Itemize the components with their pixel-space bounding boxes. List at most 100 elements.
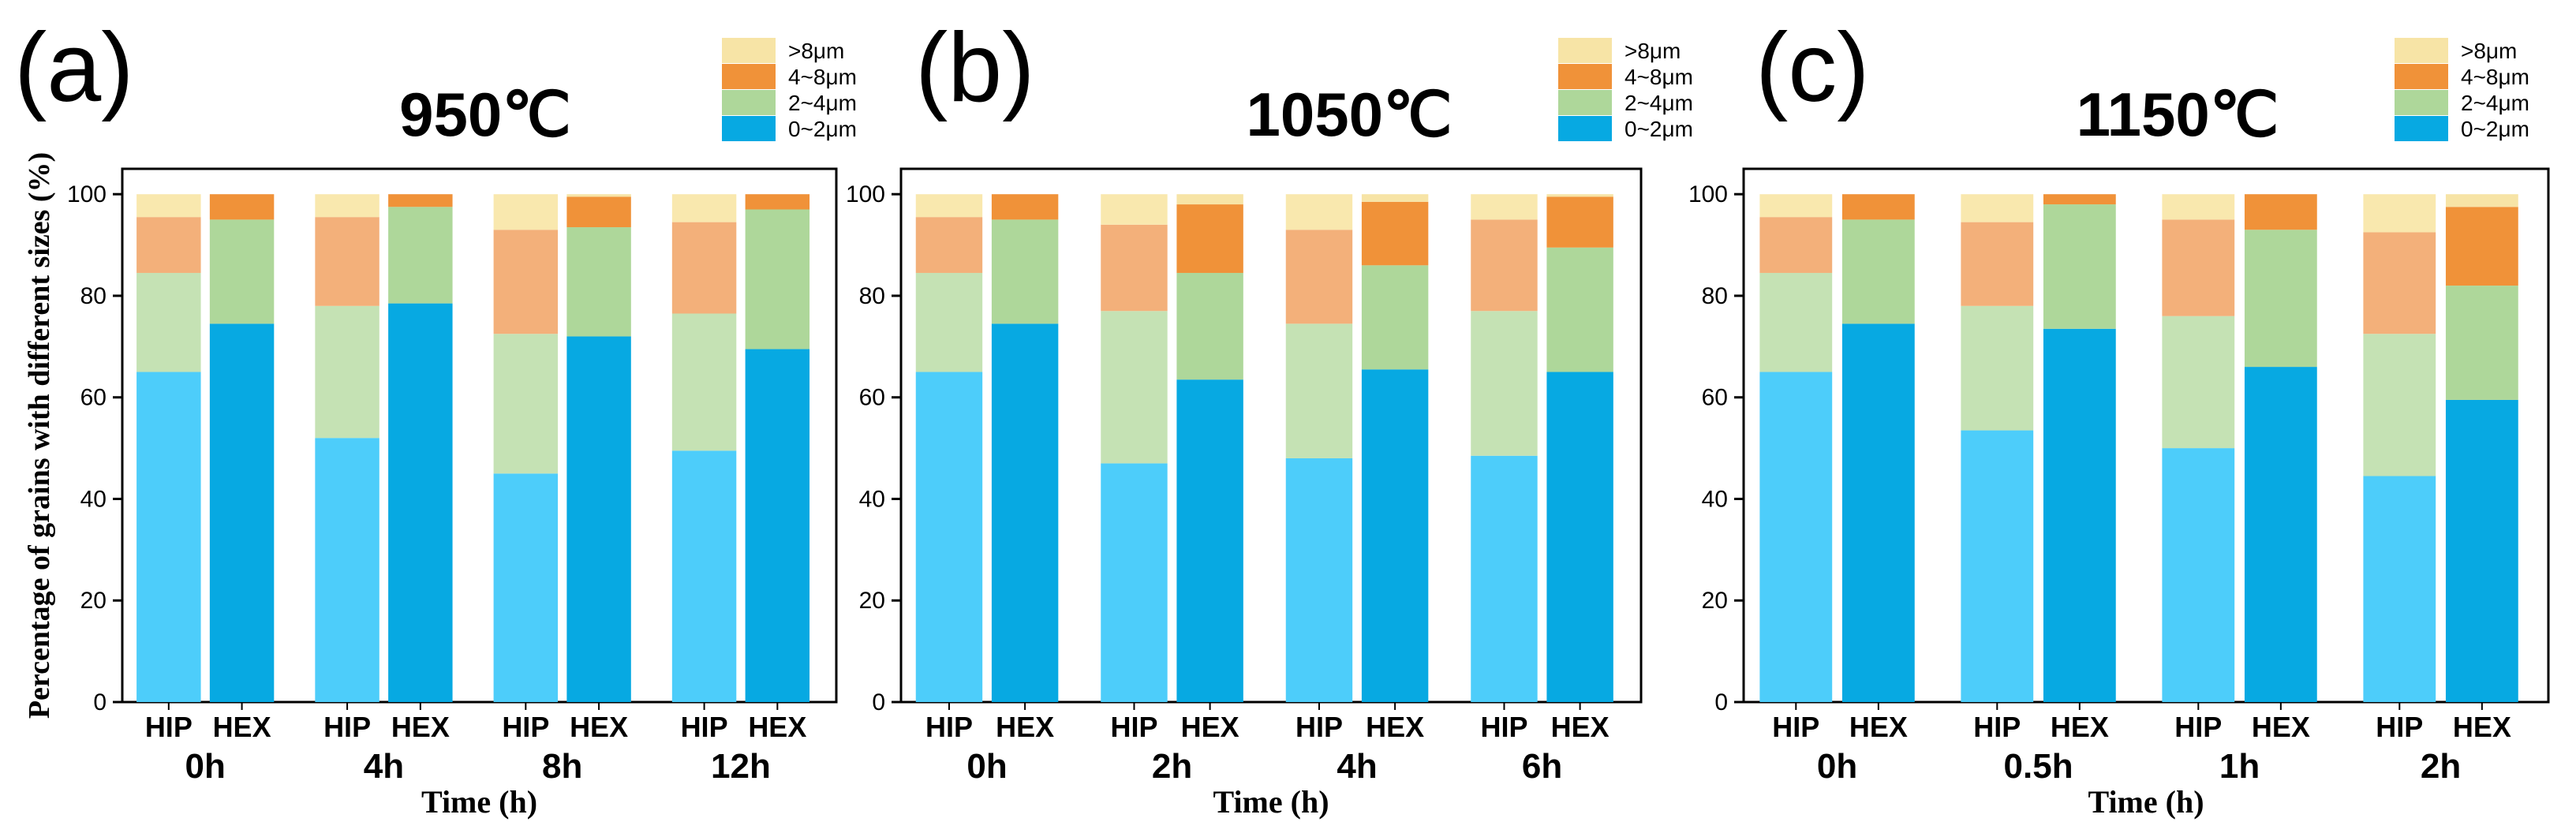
legend-label: >8μm xyxy=(2461,39,2517,63)
legend-label: 4~8μm xyxy=(2461,65,2529,89)
bar-segment xyxy=(209,219,275,324)
legend-swatch xyxy=(1558,116,1612,141)
bar-category-label: HEX xyxy=(1551,711,1610,743)
bar-category-label: HIP xyxy=(2376,711,2423,743)
y-tick-label: 40 xyxy=(1702,486,1728,512)
bar-category-label: HEX xyxy=(2453,711,2511,743)
x-axis-label: Time (h) xyxy=(1213,784,1329,820)
legend-swatch xyxy=(1558,90,1612,115)
bar-category-label: HEX xyxy=(213,711,271,743)
bar-segment xyxy=(1759,194,1833,218)
group-time-label: 6h xyxy=(1522,747,1562,786)
y-tick-label: 80 xyxy=(80,283,107,309)
bar-segment xyxy=(2244,194,2317,230)
legend-swatch xyxy=(1558,64,1612,89)
plot-frame xyxy=(121,167,838,704)
bar-category-label: HEX xyxy=(748,711,806,743)
group-time-label: 0h xyxy=(1817,747,1857,786)
chart-title: 1150℃ xyxy=(2077,80,2279,149)
bar-segment xyxy=(315,217,379,306)
y-tick-label: 60 xyxy=(1702,385,1728,411)
bar-category-label: HEX xyxy=(1366,711,1424,743)
y-tick-label: 100 xyxy=(846,181,885,207)
group-time-label: 4h xyxy=(1337,747,1377,786)
bar-category-label: HEX xyxy=(570,711,628,743)
bar-segment xyxy=(1101,194,1168,225)
bar-category-label: HEX xyxy=(2252,711,2310,743)
x-axis-label: Time (h) xyxy=(421,784,537,820)
y-tick-label: 0 xyxy=(1714,689,1728,715)
bar-segment xyxy=(1471,311,1538,456)
legend-label: 4~8μm xyxy=(1624,65,1693,89)
bar-segment xyxy=(2043,204,2116,329)
bar-segment xyxy=(2162,219,2235,316)
bar-category-label: HEX xyxy=(391,711,450,743)
y-axis-label: Percentage of grains with different size… xyxy=(23,152,56,719)
chart-title: 950℃ xyxy=(399,80,571,149)
plot-frame xyxy=(899,167,1643,704)
bar-segment xyxy=(2043,328,2116,702)
y-tick-label: 60 xyxy=(859,385,885,411)
bar-segment xyxy=(915,272,983,372)
bar-segment xyxy=(991,219,1059,324)
bar-segment xyxy=(1361,265,1429,370)
bar-segment xyxy=(1101,224,1168,312)
chart-title: 1050℃ xyxy=(1246,80,1452,149)
y-tick-label: 0 xyxy=(93,689,107,715)
bar-segment xyxy=(1961,194,2034,222)
bar-segment xyxy=(2363,476,2436,702)
bar-segment xyxy=(1101,463,1168,702)
y-tick-label: 80 xyxy=(1702,283,1728,309)
bar-segment xyxy=(136,194,201,218)
bar-segment xyxy=(1546,196,1613,248)
x-axis-label: Time (h) xyxy=(2088,784,2204,820)
legend-swatch xyxy=(722,38,776,63)
plot-frame xyxy=(1742,167,2550,704)
bar-segment xyxy=(671,222,737,314)
legend-label: 0~2μm xyxy=(1624,117,1693,141)
bar-segment xyxy=(915,217,983,273)
bar-segment xyxy=(315,305,379,439)
bar-segment xyxy=(1101,311,1168,464)
bar-segment xyxy=(493,194,559,230)
bar-segment xyxy=(1471,194,1538,220)
bar-segment xyxy=(2162,316,2235,449)
bar-segment xyxy=(1471,455,1538,702)
group-time-label: 0h xyxy=(966,747,1007,786)
bar-segment xyxy=(1546,247,1613,372)
legend-label: 2~4μm xyxy=(2461,91,2529,115)
legend-swatch xyxy=(722,64,776,89)
bar-segment xyxy=(388,207,453,304)
bar-segment xyxy=(915,372,983,702)
bar-segment xyxy=(2244,367,2317,702)
y-tick-label: 0 xyxy=(872,689,885,715)
bar-segment xyxy=(136,372,201,702)
bar-segment xyxy=(671,450,737,702)
bar-segment xyxy=(493,473,559,702)
bar-category-label: HIP xyxy=(925,711,973,743)
y-tick-label: 100 xyxy=(1688,181,1728,207)
y-tick-label: 20 xyxy=(80,588,107,614)
bar-segment xyxy=(209,194,275,220)
y-tick-label: 40 xyxy=(80,486,107,512)
bar-segment xyxy=(1546,372,1613,702)
bar-category-label: HIP xyxy=(1480,711,1527,743)
bar-category-label: HEX xyxy=(996,711,1054,743)
bar-category-label: HIP xyxy=(502,711,549,743)
bar-segment xyxy=(991,194,1059,220)
bar-segment xyxy=(209,323,275,702)
bar-segment xyxy=(1961,222,2034,306)
bar-segment xyxy=(566,194,631,197)
y-tick-label: 20 xyxy=(859,588,885,614)
bar-segment xyxy=(1285,230,1353,324)
bar-segment xyxy=(2445,194,2518,207)
bar-segment xyxy=(1471,219,1538,312)
bar-segment xyxy=(2244,230,2317,368)
y-tick-label: 40 xyxy=(859,486,885,512)
bar-segment xyxy=(1176,272,1243,380)
bar-segment xyxy=(671,194,737,222)
legend-label: 2~4μm xyxy=(1624,91,1693,115)
bar-segment xyxy=(388,303,453,702)
bar-segment xyxy=(1961,305,2034,431)
